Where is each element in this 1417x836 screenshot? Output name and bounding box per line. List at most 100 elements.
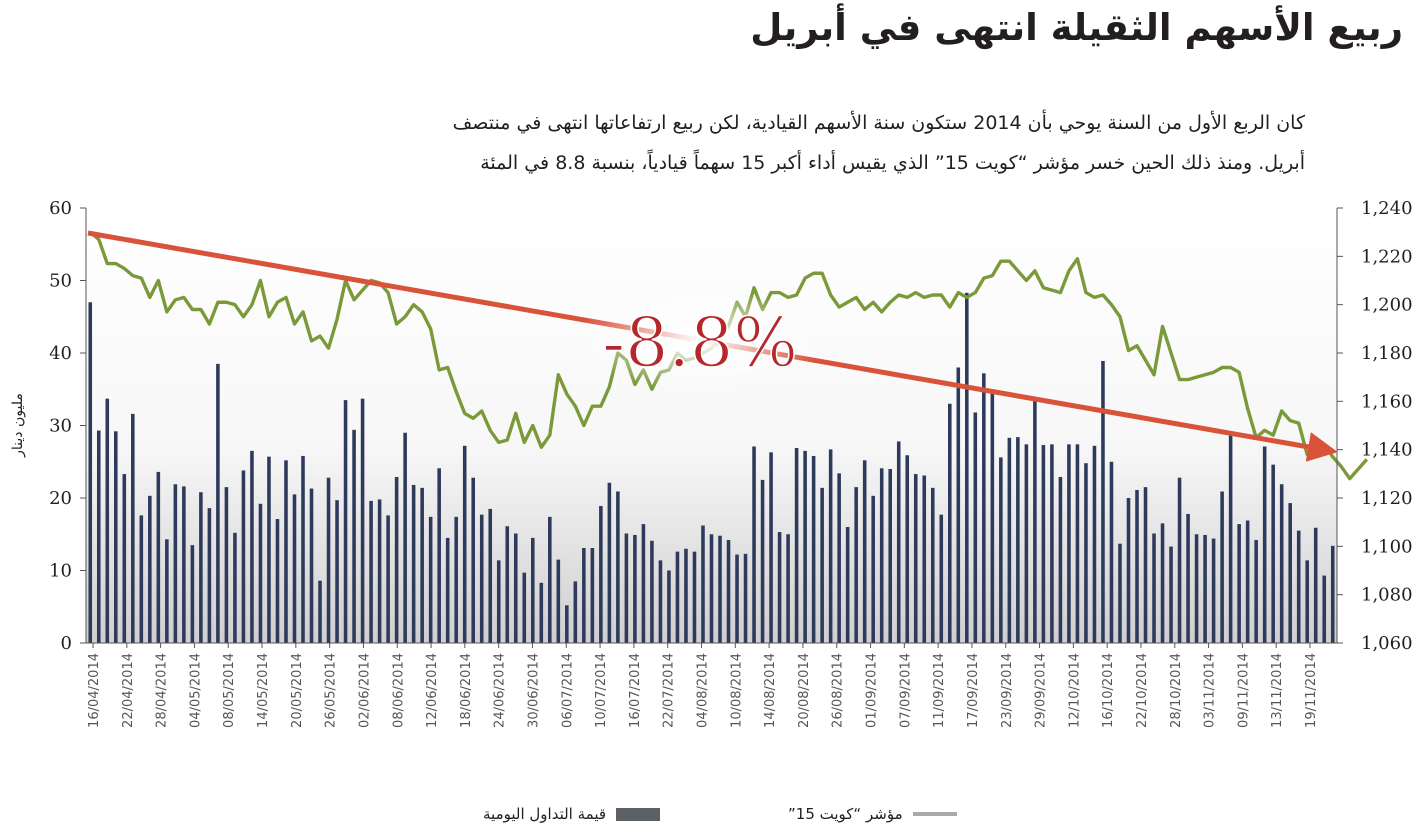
x-tick-label-33: 03/11/2014 — [1203, 653, 1218, 728]
bar-110 — [1024, 444, 1029, 643]
bar-45 — [471, 477, 475, 643]
bar-2 — [105, 398, 110, 643]
left-tick-label-5: 50 — [49, 271, 72, 292]
bar-25 — [301, 455, 305, 643]
bar-33 — [369, 500, 373, 643]
bar-81 — [777, 532, 782, 643]
x-tick-label-32: 28/10/2014 — [1169, 653, 1184, 728]
bar-103 — [965, 292, 969, 643]
bar-118 — [1092, 445, 1097, 643]
bar-134 — [1228, 434, 1233, 643]
bar-116 — [1075, 444, 1080, 643]
x-tick-label-26: 17/09/2014 — [966, 653, 981, 728]
bar-97 — [913, 474, 918, 643]
x-tick-label-11: 18/06/2014 — [459, 653, 474, 728]
bar-8 — [156, 471, 161, 643]
bar-29 — [335, 500, 339, 643]
x-tick-label-17: 22/07/2014 — [662, 653, 677, 728]
bar-84 — [803, 450, 807, 644]
bar-12 — [190, 545, 195, 644]
left-tick-label-6: 60 — [49, 198, 72, 219]
bar-135 — [1237, 524, 1241, 643]
bar-14 — [207, 508, 212, 643]
bar-82 — [786, 534, 790, 643]
bar-86 — [820, 487, 824, 643]
bar-121 — [1118, 543, 1122, 643]
bar-78 — [752, 446, 756, 643]
x-tick-label-23: 01/09/2014 — [865, 653, 880, 728]
right-tick-label-8: 1,220 — [1361, 246, 1413, 267]
bar-117 — [1084, 463, 1088, 643]
bar-34 — [377, 499, 382, 643]
bar-73 — [709, 534, 714, 643]
left-tick-label-0: 0 — [61, 633, 72, 654]
x-tick-label-15: 10/07/2014 — [594, 653, 609, 728]
bar-35 — [386, 515, 390, 643]
bar-7 — [148, 495, 152, 643]
x-tick-label-31: 22/10/2014 — [1135, 653, 1150, 728]
bar-18 — [241, 470, 246, 643]
bar-42 — [445, 537, 450, 644]
bar-26 — [309, 488, 314, 643]
bar-142 — [1296, 530, 1301, 644]
right-tick-label-9: 1,240 — [1361, 198, 1413, 219]
bar-40 — [428, 516, 433, 643]
annotation-glow — [575, 288, 825, 392]
bar-124 — [1143, 487, 1148, 644]
legend-line-label: مؤشر “كويت 15” — [788, 805, 903, 823]
bar-113 — [1050, 444, 1054, 643]
bar-120 — [1109, 461, 1114, 643]
bar-16 — [224, 487, 229, 644]
bar-1 — [96, 430, 101, 643]
bar-92 — [871, 495, 875, 643]
legend-bars-swatch — [616, 807, 661, 821]
x-tick-label-35: 13/11/2014 — [1270, 653, 1285, 728]
bar-93 — [879, 468, 884, 643]
bar-77 — [743, 553, 748, 643]
x-tick-label-36: 19/11/2014 — [1304, 653, 1319, 728]
bar-41 — [437, 468, 441, 643]
bar-140 — [1279, 484, 1284, 643]
bar-32 — [360, 398, 365, 643]
right-tick-label-3: 1,120 — [1361, 488, 1413, 509]
bar-3 — [114, 431, 118, 643]
chart-title: ربيع الأسهم الثقيلة انتهى في أبريل — [750, 6, 1403, 49]
bar-83 — [794, 447, 799, 643]
bar-95 — [896, 441, 901, 643]
bar-79 — [760, 479, 765, 644]
bar-89 — [845, 527, 850, 643]
bar-111 — [1033, 400, 1037, 644]
x-tick-label-2: 28/04/2014 — [155, 653, 170, 728]
bar-53 — [539, 582, 544, 643]
bar-48 — [496, 560, 501, 643]
bar-143 — [1305, 560, 1309, 643]
bar-13 — [199, 492, 203, 643]
right-tick-label-2: 1,100 — [1361, 536, 1413, 557]
bar-102 — [956, 367, 961, 643]
bar-99 — [930, 487, 935, 643]
bar-87 — [828, 449, 833, 643]
x-tick-label-6: 20/05/2014 — [290, 653, 305, 728]
legend-bars: قيمة التداول اليومية — [483, 805, 661, 823]
bar-104 — [973, 412, 978, 643]
bar-43 — [454, 516, 458, 643]
bar-9 — [165, 539, 169, 643]
x-tick-label-22: 26/08/2014 — [831, 653, 846, 728]
bar-146 — [1330, 545, 1335, 643]
bar-28 — [326, 477, 331, 643]
bar-52 — [531, 537, 535, 644]
x-tick-label-25: 11/09/2014 — [932, 653, 947, 728]
bar-112 — [1041, 445, 1046, 643]
right-tick-label-7: 1,200 — [1361, 295, 1413, 316]
chart-subtitle-line-2: أبريل. ومنذ ذلك الحين خسر مؤشر “كويت 15”… — [480, 152, 1305, 174]
bar-50 — [513, 533, 518, 643]
bar-38 — [411, 484, 416, 643]
x-tick-label-12: 24/06/2014 — [493, 653, 508, 728]
bar-80 — [769, 452, 773, 643]
x-tick-label-24: 07/09/2014 — [898, 653, 913, 728]
bar-51 — [522, 572, 527, 643]
bar-0 — [88, 302, 93, 643]
bar-126 — [1160, 523, 1165, 644]
x-tick-label-21: 20/08/2014 — [797, 653, 812, 728]
x-tick-label-18: 04/08/2014 — [696, 653, 711, 728]
